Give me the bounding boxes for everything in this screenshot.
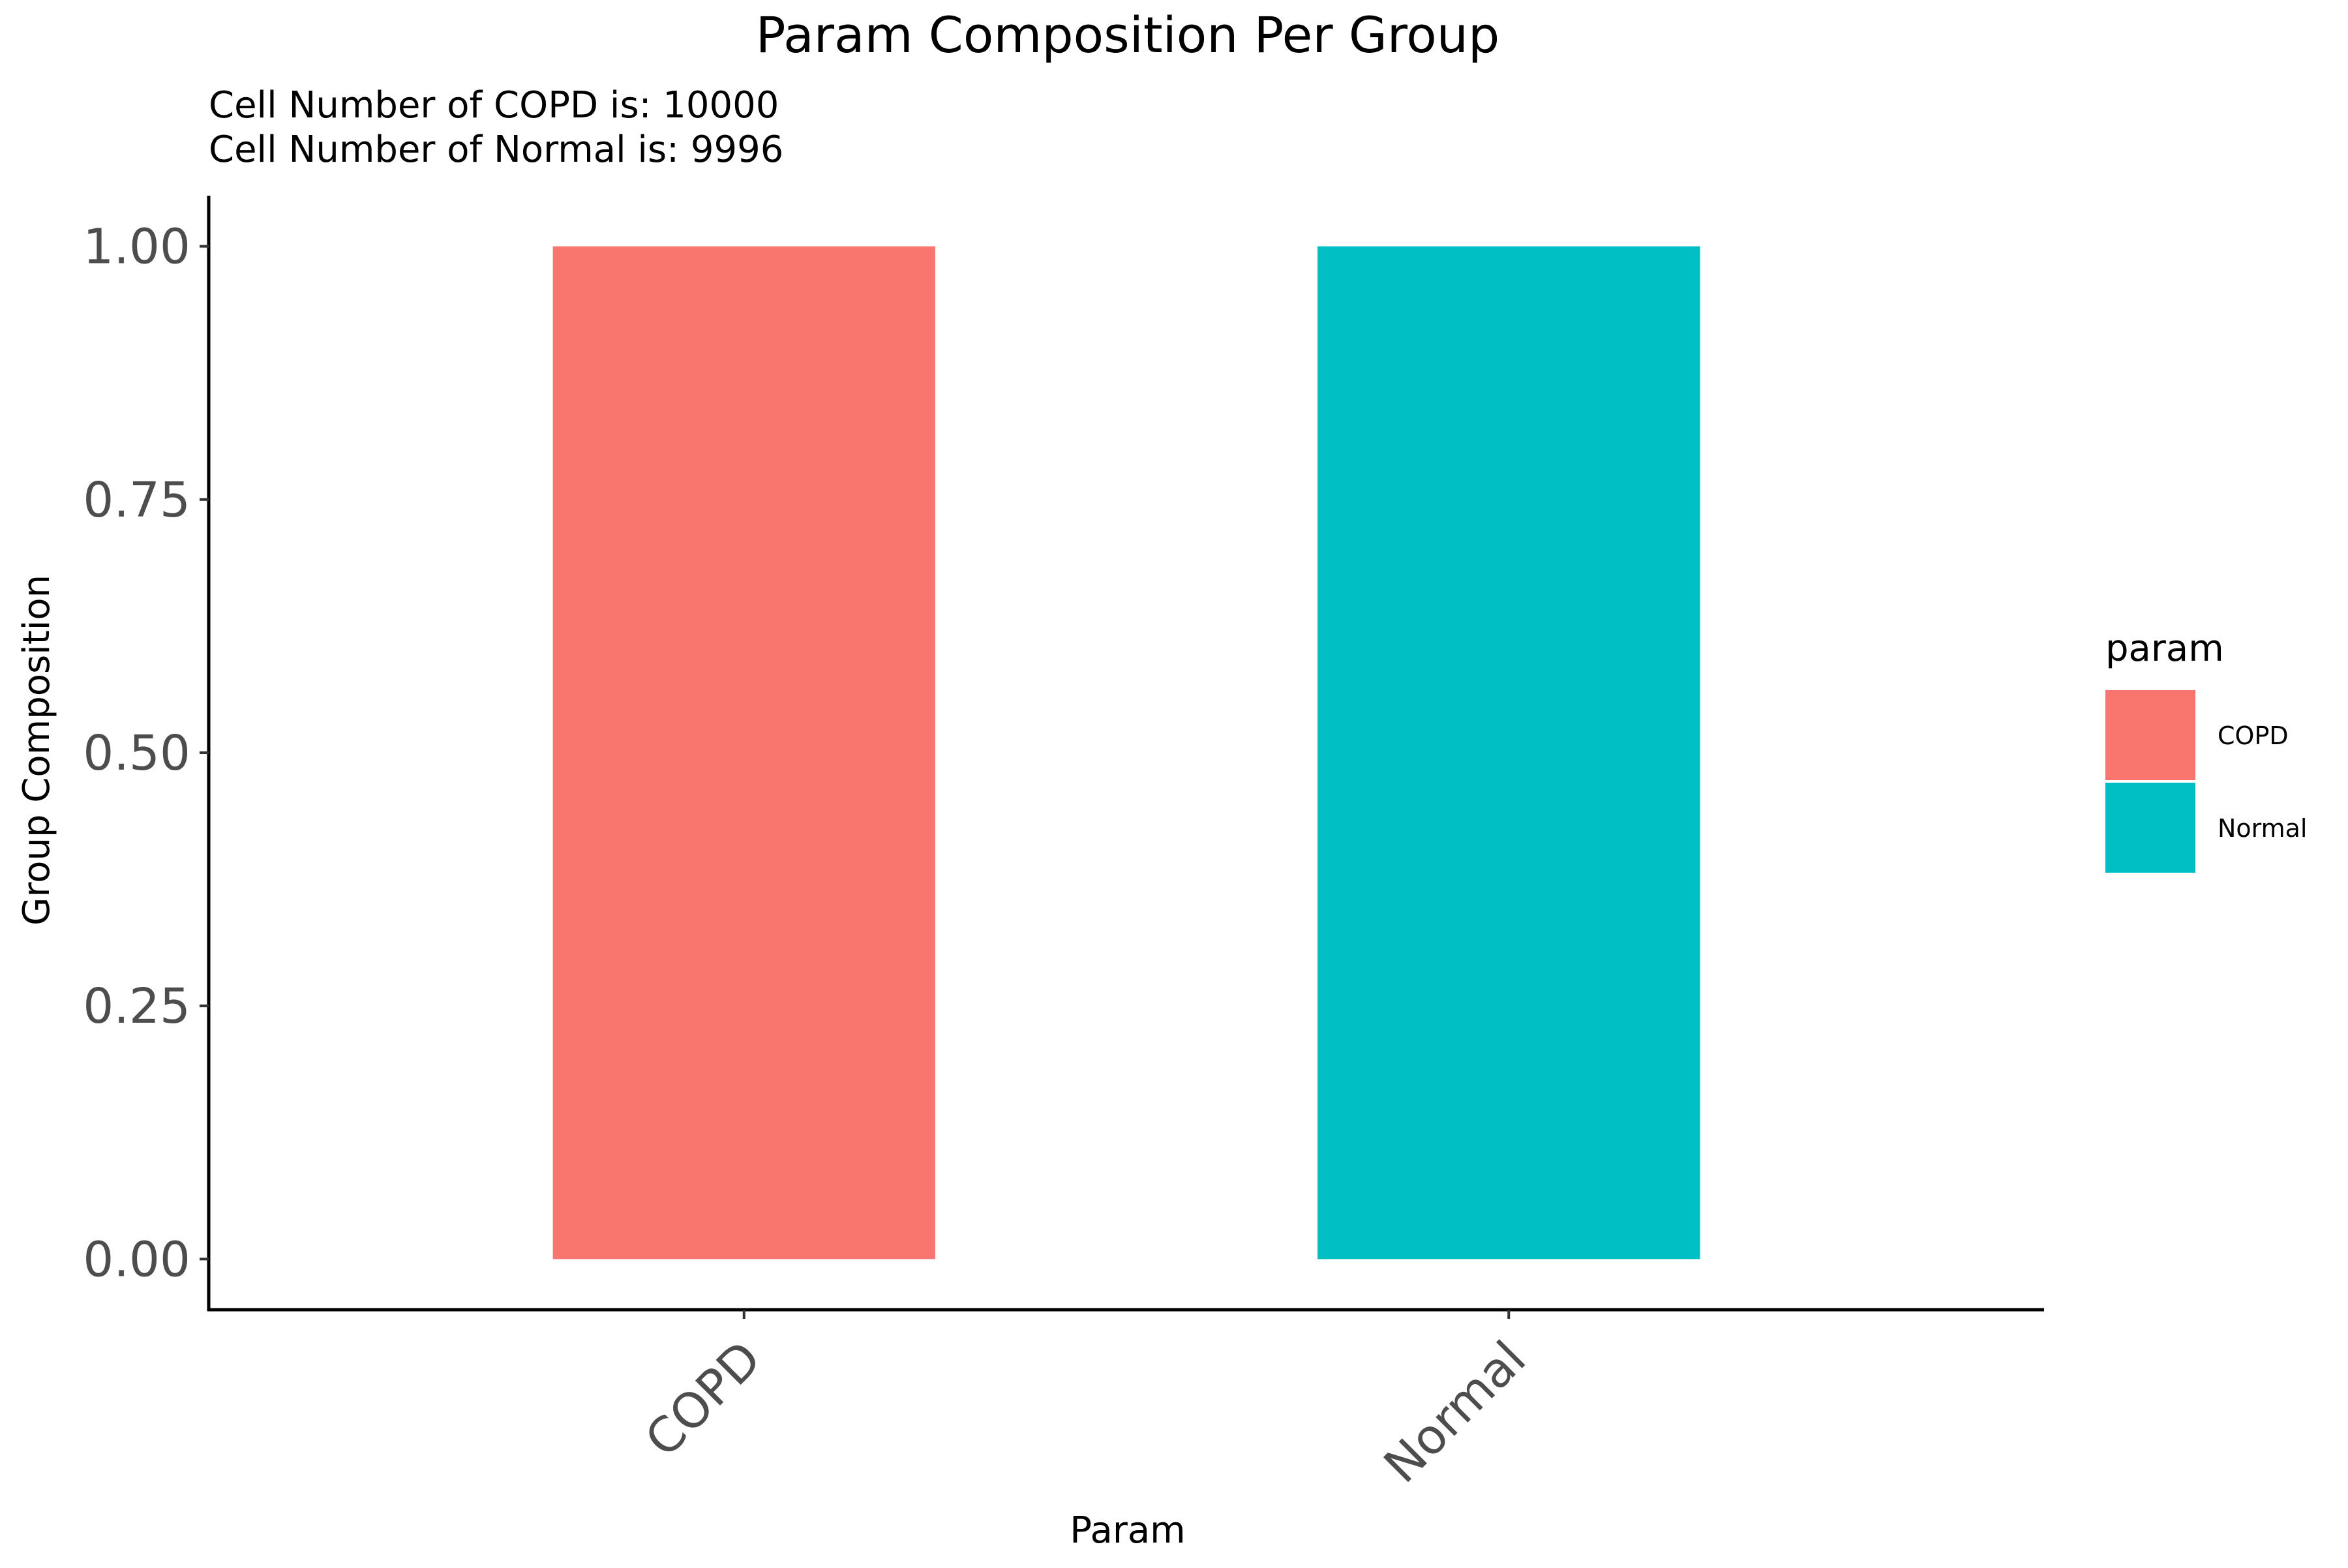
legend-key-normal (2105, 783, 2195, 873)
chart-subtitle-line-1: Cell Number of COPD is: 10000 (209, 84, 779, 127)
chart-subtitle-line-2: Cell Number of Normal is: 9996 (209, 128, 783, 171)
y-tick-label: 1.00 (83, 219, 190, 275)
legend-title: param (2105, 627, 2224, 670)
legend-label-copd: COPD (2218, 721, 2289, 750)
y-axis-ticks: 0.00 0.25 0.50 0.75 1.00 (83, 219, 209, 1288)
legend-entries: COPD Normal (2105, 690, 2308, 873)
legend-key-copd (2105, 690, 2195, 780)
chart-title: Param Composition Per Group (756, 6, 1499, 64)
y-tick-label: 0.50 (83, 725, 190, 781)
y-tick-label: 0.25 (83, 978, 190, 1034)
bar-copd (552, 246, 935, 1259)
plot-area (552, 246, 1700, 1259)
legend-label-normal: Normal (2218, 814, 2308, 843)
legend: param COPD Normal (2105, 627, 2308, 873)
y-tick-label: 0.75 (83, 472, 190, 528)
bar-normal (1317, 246, 1700, 1259)
y-axis-label: Group Composition (16, 575, 58, 926)
y-tick-label: 0.00 (83, 1231, 190, 1288)
x-axis-label: Param (1070, 1509, 1185, 1552)
